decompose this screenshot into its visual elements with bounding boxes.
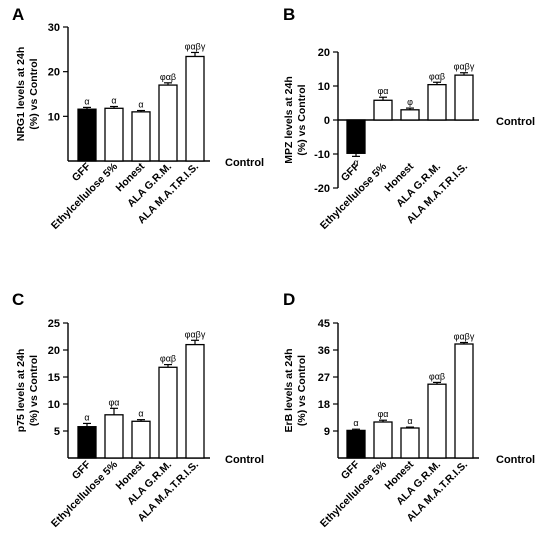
y-tick-label: 25 [48, 318, 60, 330]
y-tick-label: 18 [318, 399, 330, 411]
y-axis-label-line: (%) vs Control [28, 355, 40, 426]
significance-label: α [353, 157, 358, 167]
y-tick-label: 10 [318, 81, 330, 93]
y-tick-label: 20 [48, 345, 60, 357]
x-tick-label: GFF [339, 160, 363, 184]
control-label: Control [496, 454, 535, 466]
x-tick-label: GFF [339, 458, 363, 482]
y-axis-label: ErB levels at 24h(%) vs Control [283, 348, 308, 432]
significance-label: φαβ [160, 354, 176, 364]
significance-label: α [353, 418, 358, 428]
y-tick-label: 10 [48, 111, 60, 123]
significance-label: φα [377, 86, 388, 96]
y-axis-label-line: p75 levels at 24h [15, 349, 27, 432]
significance-label: φαβγ [185, 329, 206, 339]
bar-4 [427, 83, 447, 121]
y-tick-label: 27 [318, 372, 330, 384]
significance-label: φαβγ [454, 332, 475, 342]
bar-1 [346, 119, 366, 154]
y-tick-label: 10 [48, 399, 60, 411]
control-label: Control [225, 454, 264, 466]
y-axis-label-line: MPZ levels at 24h [283, 76, 295, 164]
bar-2 [104, 414, 124, 459]
significance-label: φαβ [160, 72, 176, 82]
y-tick-label: 36 [318, 345, 330, 357]
bar-5 [454, 343, 474, 459]
significance-label: α [84, 412, 89, 422]
y-axis-label-line: (%) vs Control [296, 355, 308, 426]
significance-label: α [84, 96, 89, 106]
significance-label: φα [377, 409, 388, 419]
bar-3 [400, 109, 420, 121]
bar-3 [400, 427, 420, 459]
bar-3 [131, 420, 151, 459]
significance-label: α [407, 416, 412, 426]
bar-1 [346, 429, 366, 459]
panel-label: C [12, 290, 24, 309]
control-label: Control [496, 116, 535, 128]
y-tick-label: 15 [48, 372, 60, 384]
x-tick-label: GFF [70, 160, 94, 184]
significance-label: φαβγ [185, 41, 206, 51]
x-tick-label: GFF [70, 458, 94, 482]
y-tick-label: 0 [324, 115, 330, 127]
y-tick-label: 45 [318, 318, 330, 330]
control-label: Control [225, 157, 264, 169]
bar-2 [373, 99, 393, 121]
y-tick-label: 9 [324, 426, 330, 438]
y-tick-label: -10 [314, 149, 330, 161]
panel-label: D [283, 290, 295, 309]
significance-label: α [138, 409, 143, 419]
chart-panel-A: A 10 20 30 Control NRG1 levels at 24h(%) vs C… [12, 5, 264, 232]
bar-1 [77, 426, 97, 459]
y-tick-label: 20 [318, 47, 330, 59]
bar-2 [104, 107, 124, 162]
bar-5 [185, 55, 205, 162]
bar-2 [373, 421, 393, 459]
panel-label: B [283, 5, 295, 24]
y-tick-label: 30 [48, 22, 60, 34]
y-axis-label-line: (%) vs Control [296, 84, 308, 155]
y-tick-label: 20 [48, 67, 60, 79]
y-axis-label-line: ErB levels at 24h [283, 348, 295, 432]
panel-label: A [12, 5, 24, 24]
y-tick-label: -20 [314, 183, 330, 195]
bar-1 [77, 108, 97, 162]
bar-3 [131, 111, 151, 162]
y-tick-label: 5 [54, 426, 60, 438]
y-axis-label-line: NRG1 levels at 24h [15, 47, 27, 142]
significance-label: φαβγ [454, 62, 475, 72]
bar-4 [427, 383, 447, 459]
significance-label: φαβ [429, 371, 445, 381]
y-axis-label: p75 levels at 24h(%) vs Control [15, 349, 40, 432]
significance-label: α [111, 96, 116, 106]
significance-label: α [138, 100, 143, 110]
bar-4 [158, 84, 178, 162]
y-axis-label: NRG1 levels at 24h(%) vs Control [15, 47, 40, 142]
significance-label: φαβ [429, 71, 445, 81]
y-axis-label-line: (%) vs Control [28, 58, 40, 129]
bar-5 [185, 343, 205, 459]
chart-panel-D: D 9 18 27 36 45 Control ErB levels at 24h(%) vs… [283, 290, 535, 530]
y-axis-label: MPZ levels at 24h(%) vs Control [283, 76, 308, 164]
bar-5 [454, 74, 474, 121]
significance-label: φα [108, 397, 119, 407]
chart-panel-C: C 5 10 15 20 25 Control p75 levels at 24h(%) vs… [12, 290, 264, 530]
bar-4 [158, 366, 178, 459]
significance-label: φ [407, 97, 413, 107]
chart-panel-B: B -20 -10 0 10 20 Control MPZ levels at 24h(%) … [283, 5, 535, 232]
